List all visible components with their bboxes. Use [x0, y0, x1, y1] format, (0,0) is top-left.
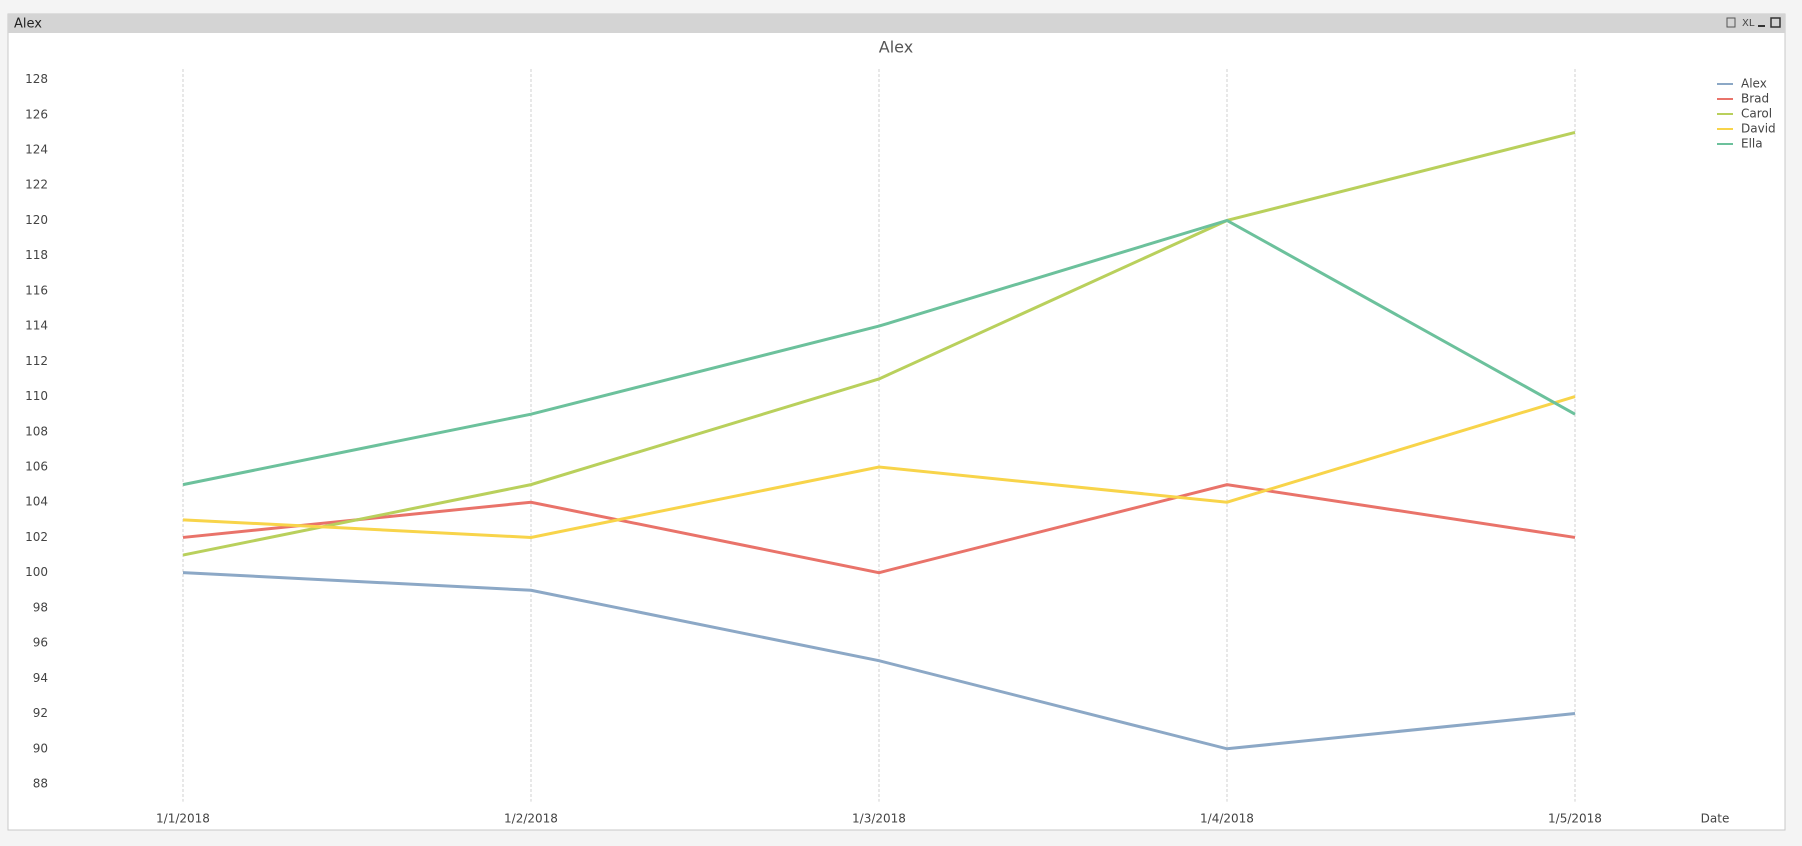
- y-tick-label: 102: [25, 530, 48, 544]
- y-tick-label: 126: [25, 107, 48, 121]
- y-tick-label: 112: [25, 354, 48, 368]
- legend-label: Brad: [1741, 92, 1769, 106]
- maximize-button[interactable]: [1770, 17, 1781, 28]
- y-tick-label: 122: [25, 178, 48, 192]
- y-tick-label: 120: [25, 213, 48, 227]
- series-line: [182, 218, 1576, 487]
- y-tick-label: 124: [25, 143, 48, 157]
- y-tick-label: 108: [25, 424, 48, 438]
- y-tick-label: 110: [25, 389, 48, 403]
- series-line: [182, 571, 1576, 751]
- series-line: [182, 483, 1576, 575]
- window-title: Alex: [14, 17, 42, 32]
- x-axis-label: Date: [1701, 812, 1730, 826]
- y-tick-label: 88: [33, 776, 48, 790]
- legend-label: Carol: [1741, 107, 1772, 121]
- xl-button[interactable]: XL: [1742, 18, 1755, 29]
- y-tick-label: 96: [33, 636, 48, 650]
- y-tick-label: 98: [33, 600, 48, 614]
- series-line: [182, 130, 1576, 557]
- x-tick-label: 1/5/2018: [1548, 812, 1602, 826]
- x-tick-label: 1/4/2018: [1200, 812, 1254, 826]
- y-tick-label: 128: [25, 72, 48, 86]
- y-tick-label: 100: [25, 565, 48, 579]
- y-tick-label: 92: [33, 706, 48, 720]
- print-button[interactable]: [1726, 17, 1736, 28]
- x-tick-label: 1/3/2018: [852, 812, 906, 826]
- y-tick-label: 114: [25, 319, 48, 333]
- legend-label: David: [1741, 122, 1776, 136]
- series-line: [182, 395, 1576, 539]
- y-tick-label: 90: [33, 741, 48, 755]
- y-tick-label: 116: [25, 283, 48, 297]
- y-tick-label: 106: [25, 459, 48, 473]
- x-tick-label: 1/1/2018: [156, 812, 210, 826]
- caption-bar: [8, 14, 1785, 33]
- x-tick-label: 1/2/2018: [504, 812, 558, 826]
- y-tick-label: 104: [25, 495, 48, 509]
- legend-label: Ella: [1741, 137, 1763, 151]
- minimize-button[interactable]: [1758, 25, 1765, 27]
- chart-title: Alex: [879, 38, 913, 57]
- y-tick-label: 118: [25, 248, 48, 262]
- legend-label: Alex: [1741, 77, 1767, 91]
- y-tick-label: 94: [33, 671, 48, 685]
- window-frame: [7, 13, 1786, 831]
